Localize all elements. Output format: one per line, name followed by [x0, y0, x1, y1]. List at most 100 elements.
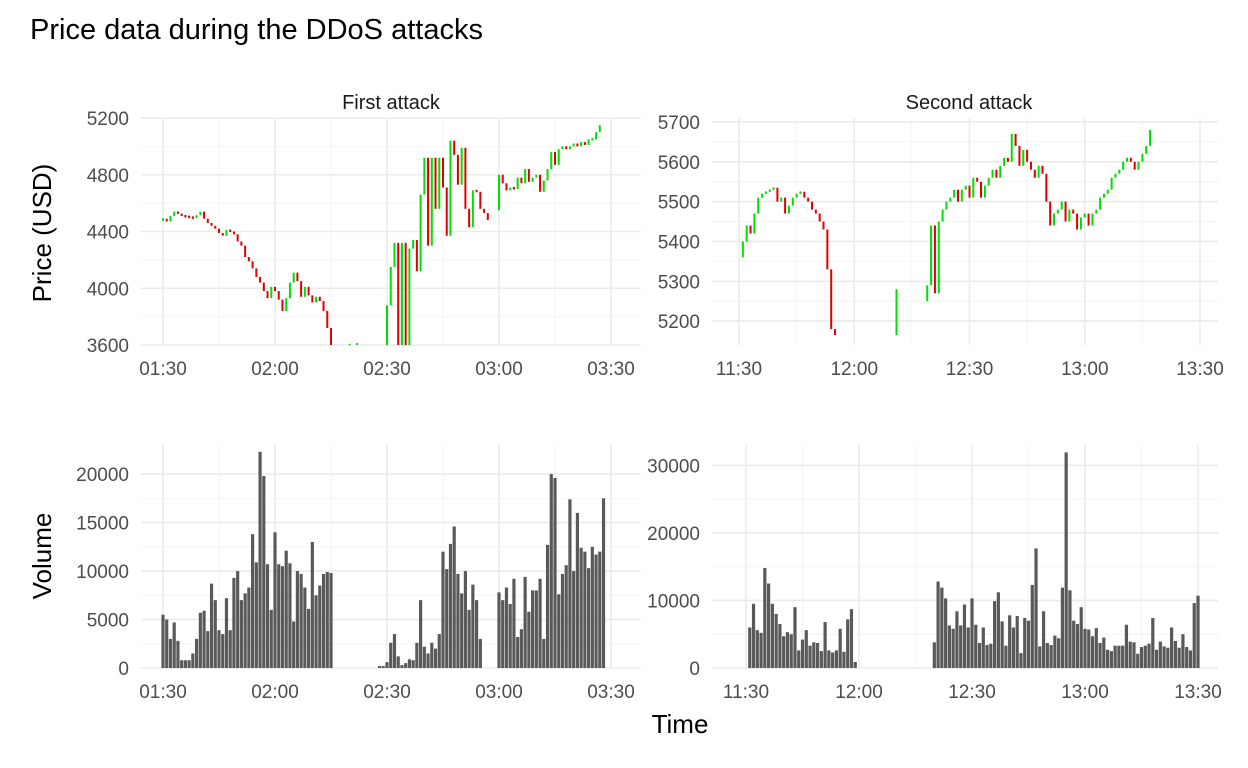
candle [322, 301, 325, 311]
y-tick-label: 4800 [87, 166, 129, 187]
candle [498, 174, 500, 211]
candle [460, 147, 463, 185]
candle [255, 268, 258, 277]
volume-bar [849, 609, 854, 668]
volume-bar [940, 587, 944, 668]
volume-bar [168, 638, 173, 668]
candle [262, 282, 265, 292]
candle [1099, 197, 1102, 210]
candle [810, 201, 813, 210]
volume-bar [273, 532, 277, 668]
candle [580, 142, 583, 147]
candle [987, 177, 990, 186]
volume-bar [1057, 638, 1061, 668]
candle [795, 193, 798, 198]
volume-bar [785, 632, 790, 668]
volume-bar [262, 476, 266, 668]
candle [956, 189, 959, 202]
candle [799, 191, 802, 194]
candle [318, 296, 321, 302]
candle [303, 286, 306, 297]
y-tick-label: 4000 [87, 279, 129, 300]
volume-bar [232, 577, 236, 668]
candle [983, 185, 986, 198]
volume-bar [1060, 587, 1065, 668]
volume-bar [1181, 634, 1185, 668]
volume-bar [1038, 646, 1042, 668]
volume-bar [325, 572, 329, 668]
x-tick-label: 11:30 [723, 682, 769, 703]
volume-bar [936, 581, 940, 668]
candle [274, 286, 276, 292]
x-tick-label: 12:00 [830, 359, 878, 380]
volume-bar [823, 622, 827, 668]
volume-bar [1083, 628, 1087, 668]
candle [1033, 169, 1036, 178]
y-tick-label: 20000 [76, 465, 129, 486]
candle [1114, 173, 1117, 178]
candle [509, 187, 512, 191]
volume-bar [445, 569, 449, 668]
y-tick-label: 5400 [658, 232, 700, 253]
x-tick-label: 02:30 [363, 682, 411, 703]
candle [945, 201, 948, 210]
candle [595, 132, 598, 140]
volume-bar [430, 642, 434, 668]
candle [1026, 149, 1029, 162]
x-tick-label: 13:30 [1174, 682, 1222, 703]
volume-bar [1173, 640, 1178, 668]
x-tick-label: 03:30 [587, 682, 635, 703]
volume-bar [793, 607, 797, 668]
candle [330, 327, 332, 345]
volume-bar [1068, 590, 1072, 668]
volume-bar [1034, 548, 1038, 668]
candle [768, 189, 771, 192]
candle [1083, 213, 1086, 218]
volume-bar [456, 573, 460, 668]
volume-bar [748, 627, 752, 668]
volume-bar [228, 630, 232, 668]
candle [807, 197, 810, 202]
candle [1106, 189, 1109, 194]
candle [572, 143, 575, 147]
volume-bar [1166, 647, 1170, 668]
candle [427, 157, 430, 246]
candle [1076, 213, 1079, 230]
candle [445, 187, 448, 236]
volume-bar [1158, 641, 1162, 668]
volume-bar [981, 627, 985, 668]
volume-bar [944, 598, 948, 668]
candle [753, 213, 756, 234]
volume-bar [766, 583, 771, 668]
volume-bar [974, 624, 978, 668]
candle [895, 289, 898, 336]
volume-bar [523, 576, 527, 668]
candle [1133, 161, 1136, 170]
candle [1110, 177, 1113, 190]
candle [557, 149, 560, 165]
x-tick-label: 01:30 [139, 359, 187, 380]
volume-bar [224, 598, 229, 668]
volume-bar [583, 551, 587, 668]
volume-bar [815, 642, 820, 668]
volume-bar [280, 566, 285, 668]
candle [505, 183, 508, 191]
volume-bar [1177, 647, 1181, 668]
volume-bar [400, 665, 404, 668]
x-tick-label: 12:30 [946, 359, 994, 380]
candle [456, 154, 459, 185]
candle [191, 216, 194, 219]
volume-bar [1064, 452, 1068, 668]
candle [1064, 201, 1067, 222]
candle [176, 211, 179, 214]
candle [225, 230, 228, 236]
candle [218, 228, 220, 233]
candle [389, 266, 392, 306]
price-panel-second-attack: 11:30 12:00 12:30 13:00 13:30 5200 5300 5400 550… [658, 113, 1224, 380]
volume-bar [579, 547, 583, 668]
volume-bar [782, 636, 786, 668]
volume-bar [594, 554, 598, 668]
volume-bar [545, 544, 550, 668]
candle [240, 241, 243, 246]
